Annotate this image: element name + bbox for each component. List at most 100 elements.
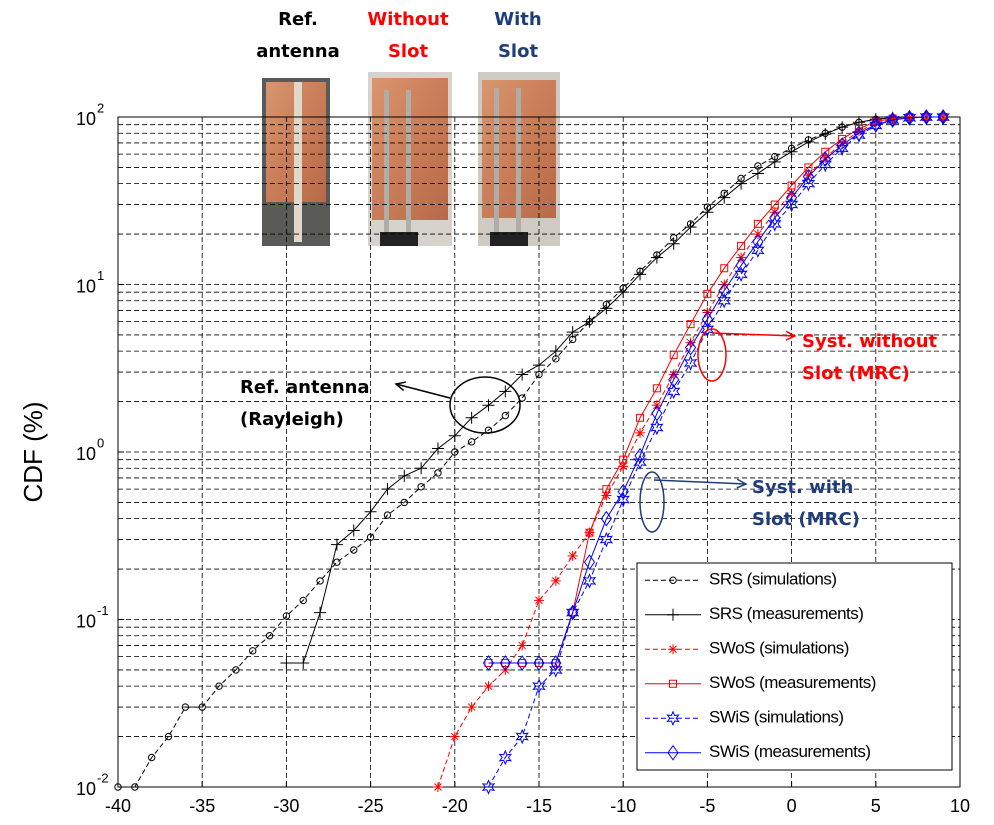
y-tick-label: 10 bbox=[76, 611, 96, 631]
marker bbox=[466, 702, 477, 713]
marker bbox=[685, 337, 696, 348]
marker bbox=[887, 114, 898, 125]
marker bbox=[617, 483, 629, 500]
marker bbox=[786, 188, 797, 199]
marker bbox=[668, 371, 680, 388]
marker bbox=[602, 485, 611, 494]
series bbox=[481, 109, 950, 795]
marker bbox=[735, 177, 748, 190]
marker bbox=[768, 155, 781, 168]
marker bbox=[667, 744, 679, 761]
marker bbox=[465, 411, 478, 424]
marker bbox=[803, 170, 814, 181]
photo bbox=[294, 82, 302, 242]
marker bbox=[415, 462, 428, 475]
marker bbox=[417, 483, 425, 491]
marker bbox=[619, 455, 628, 464]
marker bbox=[498, 749, 512, 766]
marker bbox=[701, 206, 714, 219]
marker bbox=[398, 469, 411, 482]
annotation-arrow bbox=[395, 383, 451, 399]
y-tick-exponent: -2 bbox=[97, 770, 109, 785]
y-tick-label: 10 bbox=[76, 276, 96, 296]
marker bbox=[383, 511, 392, 519]
marker bbox=[400, 498, 408, 507]
marker bbox=[819, 128, 832, 141]
marker bbox=[282, 612, 291, 620]
marker bbox=[297, 656, 310, 669]
marker bbox=[364, 505, 377, 518]
marker bbox=[350, 546, 358, 554]
marker bbox=[432, 782, 443, 792]
marker bbox=[451, 448, 459, 456]
annotation-ellipse bbox=[639, 471, 665, 533]
marker bbox=[431, 442, 444, 455]
photo-label: Ref. bbox=[278, 9, 318, 30]
marker bbox=[482, 399, 495, 412]
marker bbox=[517, 640, 528, 651]
marker bbox=[567, 550, 578, 561]
series-line bbox=[286, 116, 944, 664]
marker bbox=[583, 554, 596, 571]
legend-label: SWiS (measurements) bbox=[709, 742, 870, 761]
annotation-text: Slot (MRC) bbox=[802, 363, 910, 384]
marker bbox=[583, 315, 596, 328]
marker bbox=[684, 339, 697, 356]
marker bbox=[434, 469, 442, 477]
marker bbox=[785, 145, 798, 158]
marker bbox=[181, 703, 190, 711]
x-tick-label: -30 bbox=[273, 796, 299, 816]
marker bbox=[534, 595, 544, 606]
marker bbox=[735, 257, 747, 274]
marker bbox=[920, 109, 932, 125]
marker bbox=[752, 233, 764, 250]
marker bbox=[549, 345, 562, 358]
marker bbox=[854, 124, 863, 133]
marker bbox=[131, 783, 139, 791]
marker bbox=[501, 411, 510, 420]
marker bbox=[616, 491, 630, 508]
marker bbox=[667, 383, 681, 400]
marker bbox=[114, 783, 122, 791]
photo-label: Slot bbox=[388, 41, 429, 62]
marker bbox=[650, 419, 664, 436]
marker bbox=[818, 156, 833, 173]
marker bbox=[937, 109, 949, 125]
marker bbox=[333, 558, 341, 566]
marker bbox=[366, 533, 375, 541]
marker bbox=[802, 168, 815, 185]
marker bbox=[449, 731, 460, 742]
marker bbox=[481, 779, 496, 795]
series bbox=[280, 111, 950, 669]
annotation-arrow bbox=[711, 332, 796, 337]
photo bbox=[406, 90, 411, 240]
photo-label: With bbox=[494, 9, 541, 30]
x-tick-label: -25 bbox=[358, 796, 384, 816]
marker bbox=[836, 121, 849, 134]
marker bbox=[515, 728, 529, 745]
marker bbox=[870, 116, 882, 133]
x-tick-label: -40 bbox=[105, 796, 131, 816]
x-tick-label: -15 bbox=[526, 796, 552, 816]
marker bbox=[719, 279, 730, 290]
marker bbox=[650, 251, 663, 264]
annotation-text: Ref. antenna bbox=[240, 377, 370, 398]
marker bbox=[516, 655, 528, 671]
annotation-ellipse bbox=[697, 328, 727, 382]
legend-label: SWoS (simulations) bbox=[709, 639, 849, 658]
marker bbox=[903, 109, 916, 126]
y-tick-label: 10 bbox=[76, 109, 96, 129]
arrow-head bbox=[736, 478, 748, 489]
annotation-text: Syst. without bbox=[802, 331, 938, 352]
marker bbox=[852, 127, 866, 143]
photo-label: Slot bbox=[498, 41, 539, 62]
marker bbox=[802, 135, 815, 148]
marker bbox=[567, 604, 579, 621]
legend-label: SRS (simulations) bbox=[709, 570, 837, 589]
plot-frame bbox=[117, 116, 961, 788]
marker bbox=[684, 221, 697, 234]
marker bbox=[164, 732, 173, 741]
marker bbox=[600, 510, 612, 527]
series bbox=[482, 109, 949, 671]
photo bbox=[380, 232, 418, 246]
